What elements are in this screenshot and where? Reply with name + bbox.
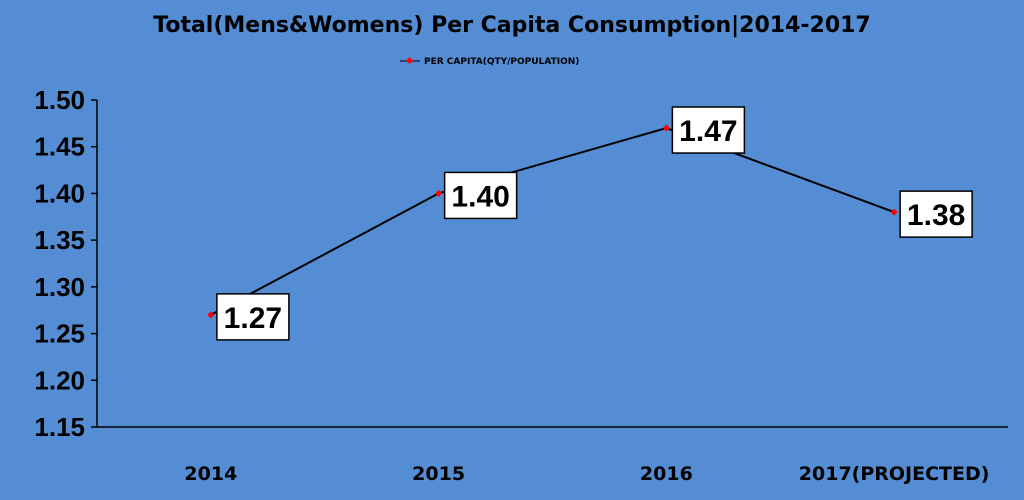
- data-label-text: 1.27: [224, 302, 282, 335]
- data-label: 1.40: [443, 171, 518, 220]
- data-label-text: 1.38: [907, 199, 965, 232]
- data-label-text: 1.40: [451, 180, 509, 213]
- x-tick-label: 2014: [184, 463, 237, 485]
- y-tick-label: 1.30: [34, 272, 85, 302]
- data-label-box: [443, 171, 518, 220]
- data-point-marker: [890, 208, 898, 216]
- data-point-marker: [207, 311, 215, 319]
- chart-title: Total(Mens&Womens) Per Capita Consumptio…: [153, 13, 871, 38]
- y-tick-label: 1.35: [34, 225, 85, 255]
- x-axis: 2014 2015 2016 2017(PROJECTED): [97, 426, 1008, 485]
- series-per-capita: [207, 124, 898, 319]
- y-tick-label: 1.15: [34, 412, 85, 442]
- data-label: 1.38: [899, 190, 973, 238]
- data-label-box: [899, 190, 973, 238]
- data-point-marker: [662, 124, 670, 132]
- x-tick-label: 2015: [412, 463, 465, 485]
- legend-marker-icon: [405, 56, 414, 65]
- data-point-marker: [435, 189, 443, 197]
- data-label-box: [671, 106, 746, 154]
- legend-label: PER CAPITA(QTY/POPULATION): [424, 57, 579, 67]
- y-tick-label: 1.25: [34, 319, 85, 349]
- data-label: 1.47: [671, 106, 746, 154]
- series-line: [210, 126, 895, 316]
- data-label-text: 1.47: [679, 115, 737, 148]
- data-label: 1.27: [216, 293, 290, 341]
- x-tick-label: 2017(PROJECTED): [799, 463, 990, 485]
- data-label-box: [216, 293, 290, 341]
- y-tick-label: 1.40: [34, 178, 85, 208]
- x-tick-label: 2016: [640, 463, 693, 485]
- y-tick-label: 1.45: [34, 132, 85, 162]
- y-axis: 1.15 1.20 1.25 1.30 1.35 1.40 1.45 1.50: [34, 85, 98, 442]
- legend: PER CAPITA(QTY/POPULATION): [400, 56, 579, 67]
- y-tick-label: 1.20: [34, 365, 85, 395]
- data-labels: 1.27 1.40 1.47 1.38: [216, 106, 973, 341]
- y-tick-label: 1.50: [34, 85, 85, 115]
